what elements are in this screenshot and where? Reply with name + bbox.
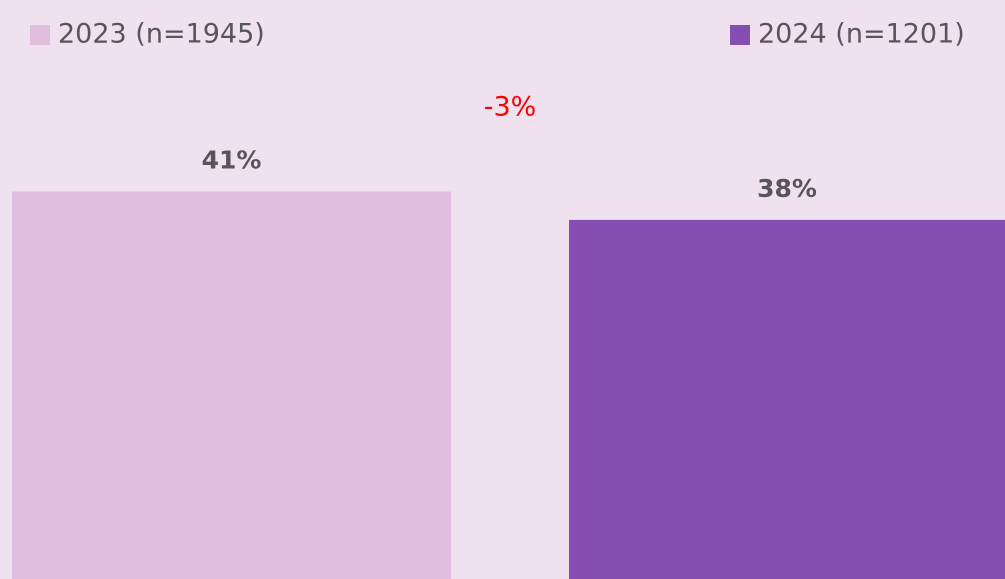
difference-annotation: -3% — [484, 92, 537, 123]
legend-swatch — [30, 25, 50, 45]
bar — [569, 219, 1005, 579]
bar — [12, 191, 451, 579]
legend-label: 2024 (n=1201) — [758, 19, 965, 50]
value-label: 38% — [757, 174, 817, 203]
legend-label: 2023 (n=1945) — [58, 19, 265, 50]
value-label: 41% — [202, 146, 262, 175]
legend-swatch — [730, 25, 750, 45]
